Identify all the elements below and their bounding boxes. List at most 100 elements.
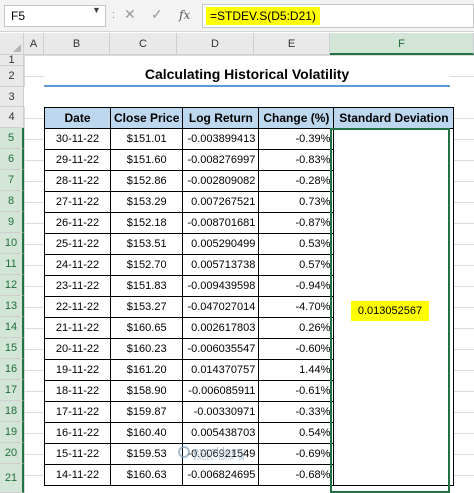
row-header-9[interactable]: 9 [0, 212, 24, 233]
cell-date[interactable]: 14-11-22 [44, 464, 111, 486]
column-header-f[interactable]: F [330, 33, 474, 55]
cell-log-return[interactable]: 0.014370757 [182, 359, 260, 381]
cell-date[interactable]: 25-11-22 [44, 233, 111, 255]
cell-change[interactable]: 0.57% [258, 254, 335, 276]
blank-row[interactable] [24, 87, 474, 107]
cell-change[interactable]: -0.60% [258, 338, 335, 360]
cell-close-price[interactable]: $151.01 [109, 128, 184, 150]
row-header-4[interactable]: 4 [0, 107, 24, 128]
row-header-11[interactable]: 11 [0, 254, 24, 275]
cell-close-price[interactable]: $152.18 [109, 212, 184, 234]
row-header-5[interactable]: 5 [0, 128, 24, 149]
header-log-return[interactable]: Log Return [182, 107, 260, 129]
chevron-down-icon[interactable]: ▼ [92, 5, 101, 15]
row-header-2[interactable]: 2 [0, 66, 24, 87]
cell-change[interactable]: -0.33% [258, 401, 335, 423]
column-header-e[interactable]: E [254, 33, 330, 55]
cell-log-return[interactable]: -0.008276997 [182, 149, 260, 171]
name-box[interactable]: F5 [4, 5, 106, 27]
cell-close-price[interactable]: $159.87 [109, 401, 184, 423]
row-header-18[interactable]: 18 [0, 401, 24, 422]
cell-change[interactable]: -0.94% [258, 275, 335, 297]
cell-date[interactable]: 24-11-22 [44, 254, 111, 276]
row-header-12[interactable]: 12 [0, 275, 24, 296]
header-change[interactable]: Change (%) [258, 107, 335, 129]
cell-log-return[interactable]: -0.009439598 [182, 275, 260, 297]
cell-log-return[interactable]: -0.006085911 [182, 380, 260, 402]
cell-change[interactable]: -0.87% [258, 212, 335, 234]
cell-log-return[interactable]: -0.003899413 [182, 128, 260, 150]
cell-change[interactable]: -4.70% [258, 296, 335, 318]
row-header-6[interactable]: 6 [0, 149, 24, 170]
cell-change[interactable]: 0.26% [258, 317, 335, 339]
cell-date[interactable]: 28-11-22 [44, 170, 111, 192]
cell-change[interactable]: 0.73% [258, 191, 335, 213]
cell-close-price[interactable]: $160.65 [109, 317, 184, 339]
column-header-b[interactable]: B [44, 33, 110, 55]
cell-close-price[interactable]: $153.27 [109, 296, 184, 318]
cell-close-price[interactable]: $153.29 [109, 191, 184, 213]
formula-input[interactable]: =STDEV.S(D5:D21) [202, 4, 474, 28]
sheet-title[interactable]: Calculating Historical Volatility [44, 63, 450, 85]
column-header-a[interactable]: A [24, 33, 44, 55]
header-standard-deviation[interactable]: Standard Deviation [333, 107, 455, 129]
select-all-corner[interactable] [0, 33, 24, 55]
cell-date[interactable]: 18-11-22 [44, 380, 111, 402]
cell-date[interactable]: 27-11-22 [44, 191, 111, 213]
cell-close-price[interactable]: $161.20 [109, 359, 184, 381]
cell-date[interactable]: 23-11-22 [44, 275, 111, 297]
cell-close-price[interactable]: $151.60 [109, 149, 184, 171]
cell-change[interactable]: -0.39% [258, 128, 335, 150]
row-header-14[interactable]: 14 [0, 317, 24, 338]
cell-log-return[interactable]: -0.006035547 [182, 338, 260, 360]
cell-log-return[interactable]: 0.005438703 [182, 422, 260, 444]
cell-log-return[interactable]: 0.007267521 [182, 191, 260, 213]
cell-close-price[interactable]: $153.51 [109, 233, 184, 255]
cell-log-return[interactable]: -0.008701681 [182, 212, 260, 234]
cell-log-return[interactable]: -0.047027014 [182, 296, 260, 318]
row-header-3[interactable]: 3 [0, 87, 24, 107]
close-icon[interactable]: ✕ [124, 6, 136, 22]
cell-date[interactable]: 26-11-22 [44, 212, 111, 234]
header-date[interactable]: Date [44, 107, 111, 129]
cell-change[interactable]: -0.69% [258, 443, 335, 465]
row-header-7[interactable]: 7 [0, 170, 24, 191]
standard-deviation-value[interactable]: 0.013052567 [351, 301, 429, 321]
row-header-13[interactable]: 13 [0, 296, 24, 317]
cell-date[interactable]: 29-11-22 [44, 149, 111, 171]
cell-close-price[interactable]: $152.70 [109, 254, 184, 276]
cell-close-price[interactable]: $159.53 [109, 443, 184, 465]
cell-date[interactable]: 20-11-22 [44, 338, 111, 360]
row-header-16[interactable]: 16 [0, 359, 24, 380]
cell-log-return[interactable]: -0.006921549 [182, 443, 260, 465]
cell-date[interactable]: 21-11-22 [44, 317, 111, 339]
cell-log-return[interactable]: 0.002617803 [182, 317, 260, 339]
cell-date[interactable]: 30-11-22 [44, 128, 111, 150]
cell-date[interactable]: 16-11-22 [44, 422, 111, 444]
fx-icon[interactable]: fx [179, 8, 191, 22]
row-header-8[interactable]: 8 [0, 191, 24, 212]
cell-change[interactable]: -0.68% [258, 464, 335, 486]
row-header-15[interactable]: 15 [0, 338, 24, 359]
row-header-20[interactable]: 20 [0, 443, 24, 464]
cell-change[interactable]: -0.61% [258, 380, 335, 402]
cell-date[interactable]: 15-11-22 [44, 443, 111, 465]
cell-close-price[interactable]: $160.63 [109, 464, 184, 486]
cell-date[interactable]: 19-11-22 [44, 359, 111, 381]
cell-close-price[interactable]: $160.23 [109, 338, 184, 360]
row-header-1[interactable]: 1 [0, 54, 24, 66]
row-header-19[interactable]: 19 [0, 422, 24, 443]
cell-close-price[interactable]: $160.40 [109, 422, 184, 444]
cell-log-return[interactable]: 0.005290499 [182, 233, 260, 255]
cell-close-price[interactable]: $158.90 [109, 380, 184, 402]
row-header-17[interactable]: 17 [0, 380, 24, 401]
cell-close-price[interactable]: $151.83 [109, 275, 184, 297]
cell-log-return[interactable]: -0.00330971 [182, 401, 260, 423]
column-header-d[interactable]: D [177, 33, 254, 55]
cell-change[interactable]: 1.44% [258, 359, 335, 381]
cell-change[interactable]: -0.28% [258, 170, 335, 192]
cell-change[interactable]: -0.83% [258, 149, 335, 171]
row-header-21[interactable]: 21 [0, 464, 24, 493]
row-header-10[interactable]: 10 [0, 233, 24, 254]
header-close-price[interactable]: Close Price [109, 107, 184, 129]
